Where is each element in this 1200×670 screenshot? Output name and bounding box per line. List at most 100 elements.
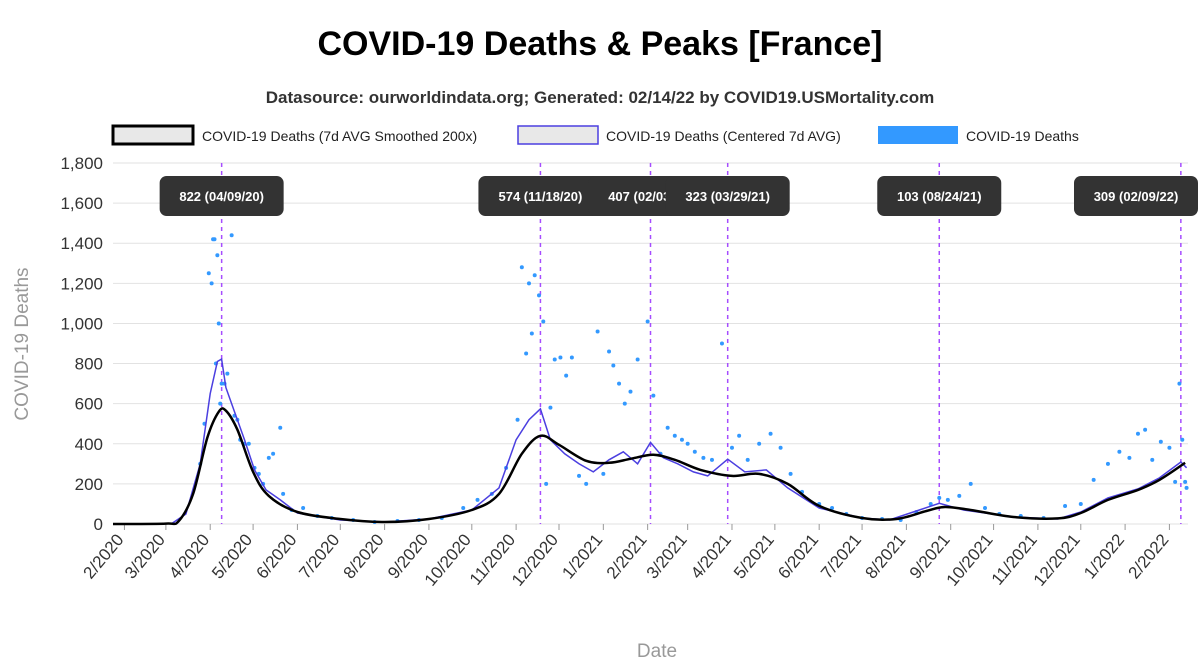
daily-death-point: [778, 445, 783, 450]
daily-death-point: [601, 471, 606, 476]
daily-death-point: [218, 401, 223, 406]
x-tick-label: 1/2022: [1080, 530, 1128, 582]
legend: COVID-19 Deaths (7d AVG Smoothed 200x) C…: [111, 124, 1079, 146]
legend-swatch-daily: [878, 126, 958, 144]
x-tick-label: 7/2021: [817, 530, 865, 582]
daily-death-point: [246, 441, 251, 446]
x-axis-label: Date: [637, 641, 677, 662]
daily-death-point: [229, 233, 234, 238]
daily-death-point: [215, 253, 220, 258]
daily-death-point: [1173, 479, 1178, 484]
peak-label: 323 (03/29/21): [665, 176, 790, 216]
peak-label: 574 (11/18/20): [478, 176, 603, 216]
daily-death-point: [830, 505, 835, 510]
y-tick-label: 1,200: [60, 274, 103, 293]
y-axis-ticks: 0 200 400 600 800 1,000 1,200 1,400 1,600 1,800: [60, 154, 103, 534]
daily-deaths-points: [198, 233, 1189, 524]
x-tick-label: 2/2020: [80, 530, 128, 582]
daily-death-point: [461, 505, 466, 510]
peak-label-box: [478, 176, 603, 216]
daily-death-point: [701, 455, 706, 460]
daily-death-point: [729, 445, 734, 450]
x-tick-label: 3/2020: [121, 530, 169, 582]
x-tick-label: 8/2020: [340, 530, 388, 582]
y-tick-label: 800: [75, 355, 103, 374]
daily-death-point: [1143, 427, 1148, 432]
chart-title: COVID-19 Deaths & Peaks [France]: [318, 25, 883, 63]
daily-death-point: [757, 441, 762, 446]
peak-label-box: [665, 176, 790, 216]
legend-label-smoothed: COVID-19 Deaths (7d AVG Smoothed 200x): [202, 128, 477, 144]
peak-label-box: [877, 176, 1002, 216]
legend-label-daily: COVID-19 Deaths: [966, 128, 1079, 144]
daily-death-point: [271, 451, 276, 456]
x-axis-ticks: 2/20203/20204/20205/20206/20207/20208/20…: [80, 524, 1173, 590]
daily-death-point: [519, 265, 524, 270]
daily-death-point: [737, 433, 742, 438]
daily-death-point: [1177, 381, 1182, 386]
y-tick-label: 0: [94, 515, 103, 534]
chart-subtitle: Datasource: ourworldindata.org; Generate…: [266, 88, 935, 107]
x-tick-label: 4/2021: [687, 530, 735, 582]
daily-death-point: [584, 481, 589, 486]
daily-death-point: [1063, 503, 1068, 508]
peak-label-text: 822 (04/09/20): [179, 189, 264, 204]
daily-death-point: [957, 493, 962, 498]
daily-death-point: [301, 505, 306, 510]
x-tick-label: 5/2020: [208, 530, 256, 582]
daily-death-point: [569, 355, 574, 360]
daily-death-point: [719, 341, 724, 346]
daily-death-point: [611, 363, 616, 368]
daily-death-point: [1091, 477, 1096, 482]
daily-death-point: [209, 281, 214, 286]
daily-death-point: [788, 471, 793, 476]
x-tick-label: 8/2021: [861, 530, 909, 582]
peak-label: 103 (08/24/21): [877, 176, 1002, 216]
daily-death-point: [475, 497, 480, 502]
y-tick-label: 1,000: [60, 314, 103, 333]
daily-death-point: [526, 281, 531, 286]
x-tick-label: 1/2021: [558, 530, 606, 582]
daily-death-point: [1117, 449, 1122, 454]
y-tick-label: 1,800: [60, 154, 103, 173]
peak-label-text: 574 (11/18/20): [498, 189, 582, 204]
daily-death-point: [524, 351, 529, 356]
daily-death-point: [685, 441, 690, 446]
daily-death-point: [595, 329, 600, 334]
daily-death-point: [532, 273, 537, 278]
daily-death-point: [278, 425, 283, 430]
daily-death-point: [212, 237, 217, 242]
legend-label-centered: COVID-19 Deaths (Centered 7d AVG): [606, 128, 841, 144]
daily-death-point: [709, 457, 714, 462]
smoothed-avg-line: [112, 407, 1186, 526]
daily-death-point: [216, 321, 221, 326]
x-tick-label: 10/2020: [421, 530, 475, 589]
y-tick-label: 1,400: [60, 234, 103, 253]
daily-death-point: [544, 481, 549, 486]
daily-death-point: [983, 505, 988, 510]
peak-label-text: 309 (02/09/22): [1094, 189, 1179, 204]
daily-death-point: [266, 455, 271, 460]
daily-death-point: [622, 401, 627, 406]
x-tick-label: 10/2021: [943, 530, 997, 589]
daily-death-point: [1167, 445, 1172, 450]
x-tick-label: 6/2020: [252, 530, 300, 582]
legend-swatch-centered: [517, 125, 599, 145]
daily-death-point: [651, 393, 656, 398]
daily-death-point: [768, 431, 773, 436]
daily-death-point: [529, 331, 534, 336]
daily-death-point: [1105, 461, 1110, 466]
daily-death-point: [1158, 439, 1163, 444]
y-tick-label: 1,600: [60, 194, 103, 213]
daily-death-point: [679, 437, 684, 442]
daily-death-point: [1127, 455, 1132, 460]
daily-death-point: [635, 357, 640, 362]
x-tick-label: 4/2020: [165, 530, 213, 582]
daily-death-point: [692, 449, 697, 454]
daily-death-point: [541, 319, 546, 324]
x-tick-label: 12/2020: [508, 530, 562, 589]
daily-death-point: [577, 473, 582, 478]
daily-death-point: [515, 417, 520, 422]
x-tick-label: 2/2022: [1125, 530, 1173, 582]
